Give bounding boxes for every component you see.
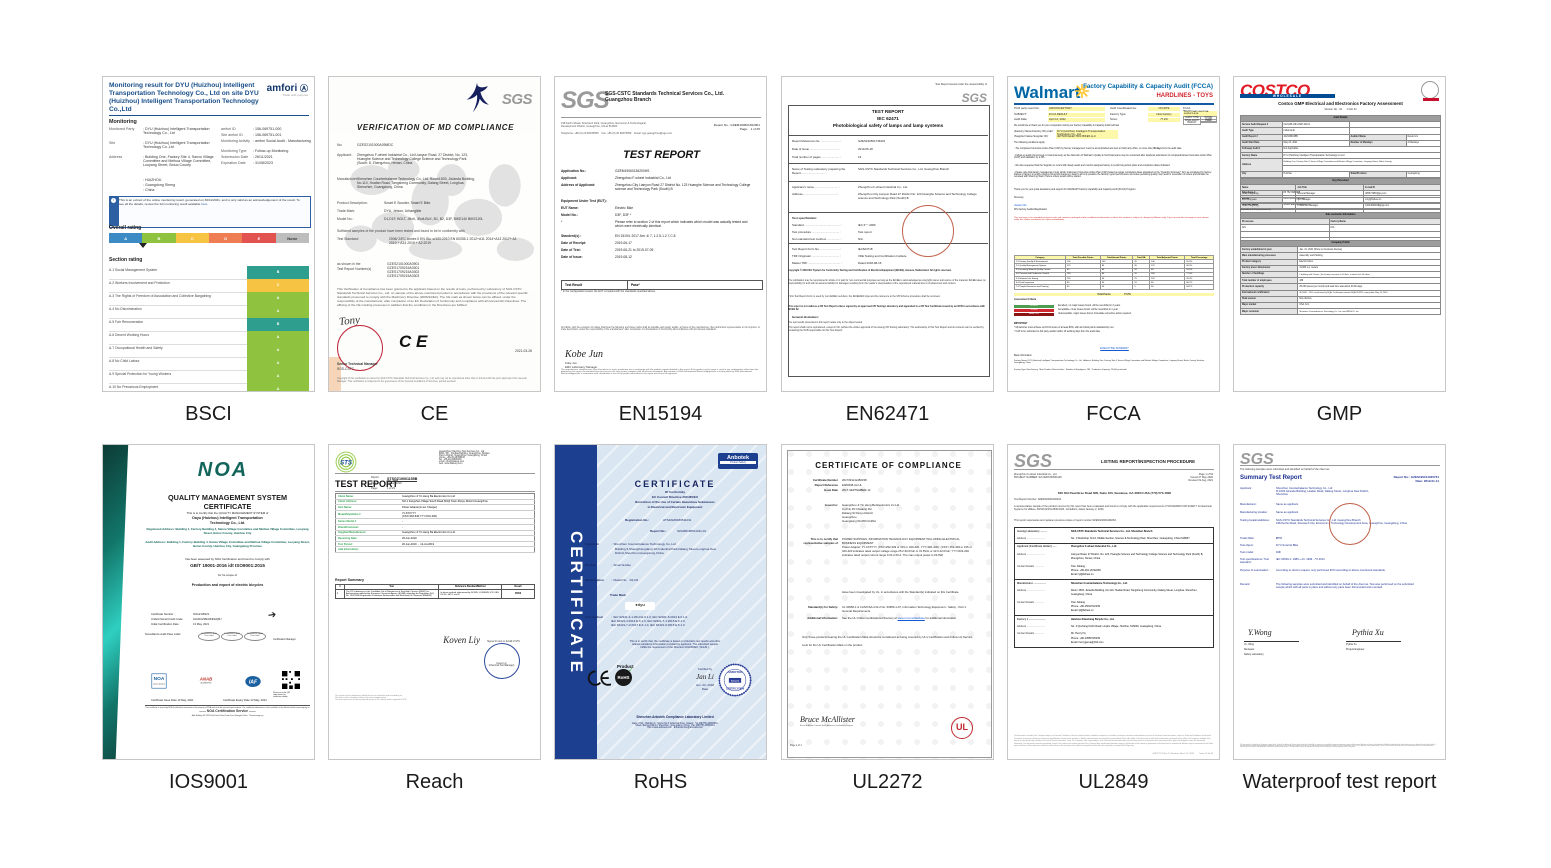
svg-text:ANBOTEK: ANBOTEK [727, 670, 743, 674]
svg-text:ACCREDITED: ACCREDITED [201, 682, 213, 685]
svg-text:ANAB: ANAB [199, 676, 213, 681]
svg-text:ISO 9001: ISO 9001 [153, 682, 165, 686]
svg-text:NOA: NOA [154, 676, 165, 682]
svg-text:STS: STS [340, 460, 353, 467]
svg-text:CERTIFICATION: CERTIFICATION [726, 688, 744, 691]
svg-text:IAF: IAF [249, 679, 258, 685]
